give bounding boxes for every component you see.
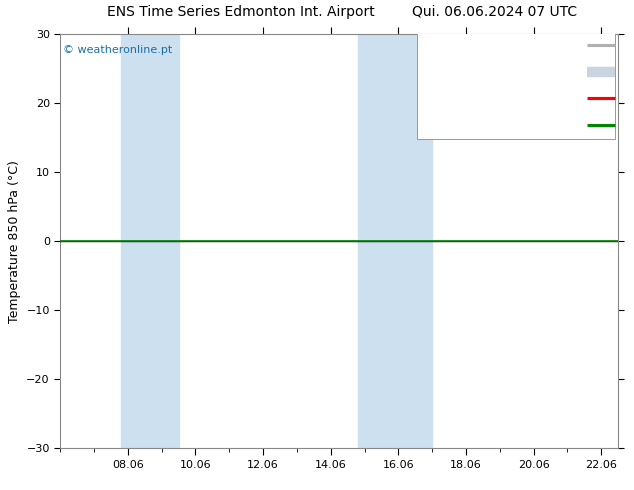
- Text: ENS Time Series Edmonton Int. Airport: ENS Time Series Edmonton Int. Airport: [107, 5, 375, 19]
- Text: Qui. 06.06.2024 07 UTC: Qui. 06.06.2024 07 UTC: [412, 5, 577, 19]
- Text: © weatheronline.pt: © weatheronline.pt: [63, 45, 172, 55]
- Y-axis label: Temperature 850 hPa (°C): Temperature 850 hPa (°C): [8, 160, 21, 323]
- Text: Controll run: Controll run: [503, 121, 585, 130]
- Text: Ensemble mean run: Ensemble mean run: [470, 94, 585, 103]
- Text: min/max: min/max: [538, 40, 585, 49]
- Bar: [121, 34, 179, 448]
- FancyBboxPatch shape: [417, 31, 616, 139]
- Bar: [358, 34, 432, 448]
- Text: Desvio padr tilde;o: Desvio padr tilde;o: [456, 67, 585, 76]
